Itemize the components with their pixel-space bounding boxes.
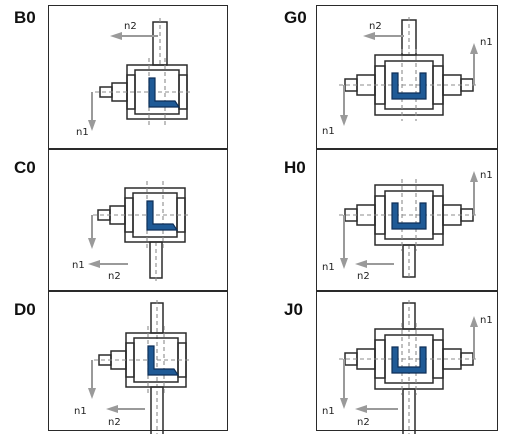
- label-n2-J0: n2: [357, 417, 370, 428]
- label-n1-B0: n1: [76, 127, 89, 138]
- label-n1-in-G0: n1: [322, 126, 335, 137]
- config-code-J0: J0: [284, 300, 303, 319]
- label-n1-in-J0: n1: [322, 406, 335, 417]
- panel-D0: [48, 291, 228, 431]
- panel-J0: [316, 291, 498, 431]
- panel-B0: [48, 5, 228, 149]
- label-n1-out-J0: n1: [480, 315, 493, 326]
- config-code-B0: B0: [14, 8, 36, 27]
- label-n2-C0: n2: [108, 271, 121, 282]
- gearbox-G0: [338, 17, 480, 122]
- gearbox-B0: [94, 18, 194, 127]
- label-n2-B0: n2: [124, 21, 137, 32]
- gearbox-D0: [93, 300, 193, 434]
- config-code-G0: G0: [284, 8, 307, 27]
- label-n1-out-H0: n1: [480, 170, 493, 181]
- config-code-C0: C0: [14, 158, 36, 177]
- gearbox-C0: [92, 180, 192, 281]
- label-n2-H0: n2: [357, 271, 370, 282]
- config-code-H0: H0: [284, 158, 306, 177]
- label-n1-D0: n1: [74, 406, 87, 417]
- label-n1-out-G0: n1: [480, 37, 493, 48]
- panel-G0: [316, 5, 498, 149]
- label-n1-C0: n1: [72, 260, 85, 271]
- label-n2-D0: n2: [108, 417, 121, 428]
- panel-H0: [316, 149, 498, 291]
- label-n2-G0: n2: [369, 21, 382, 32]
- gearbox-J0: [338, 300, 480, 434]
- panel-C0: [48, 149, 228, 291]
- gearbox-H0: [338, 178, 480, 279]
- config-code-D0: D0: [14, 300, 36, 319]
- label-n1-in-H0: n1: [322, 262, 335, 273]
